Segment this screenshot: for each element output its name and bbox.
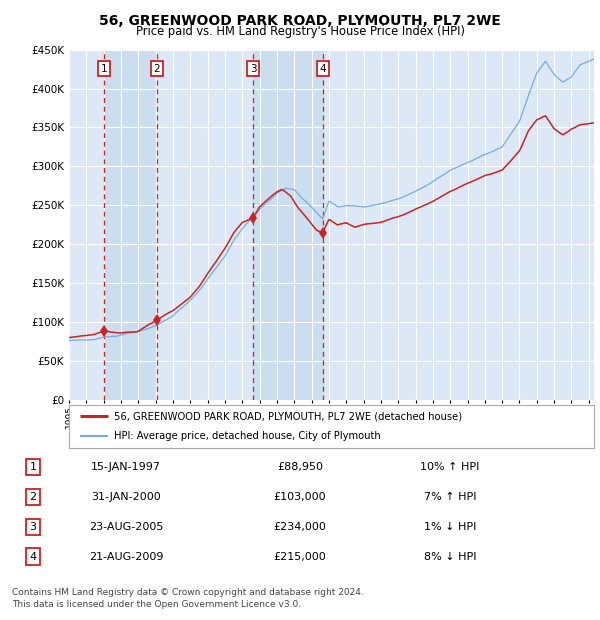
Text: 1: 1 (101, 64, 107, 74)
Text: £215,000: £215,000 (274, 552, 326, 562)
Text: HPI: Average price, detached house, City of Plymouth: HPI: Average price, detached house, City… (113, 432, 380, 441)
Text: £234,000: £234,000 (274, 522, 326, 532)
Text: 56, GREENWOOD PARK ROAD, PLYMOUTH, PL7 2WE: 56, GREENWOOD PARK ROAD, PLYMOUTH, PL7 2… (99, 14, 501, 28)
Text: £88,950: £88,950 (277, 463, 323, 472)
Text: 1: 1 (29, 463, 37, 472)
Text: 3: 3 (250, 64, 257, 74)
Text: 4: 4 (29, 552, 37, 562)
Text: 4: 4 (319, 64, 326, 74)
Text: 21-AUG-2009: 21-AUG-2009 (89, 552, 163, 562)
Text: 7% ↑ HPI: 7% ↑ HPI (424, 492, 476, 502)
Text: 2: 2 (29, 492, 37, 502)
Text: 3: 3 (29, 522, 37, 532)
Text: 8% ↓ HPI: 8% ↓ HPI (424, 552, 476, 562)
Text: Contains HM Land Registry data © Crown copyright and database right 2024.
This d: Contains HM Land Registry data © Crown c… (12, 588, 364, 609)
Text: 15-JAN-1997: 15-JAN-1997 (91, 463, 161, 472)
Text: 10% ↑ HPI: 10% ↑ HPI (421, 463, 479, 472)
Text: £103,000: £103,000 (274, 492, 326, 502)
Text: 1% ↓ HPI: 1% ↓ HPI (424, 522, 476, 532)
Bar (104, 50, 157, 400)
Bar (253, 50, 323, 400)
Text: 31-JAN-2000: 31-JAN-2000 (91, 492, 161, 502)
Text: 2: 2 (154, 64, 160, 74)
Text: 56, GREENWOOD PARK ROAD, PLYMOUTH, PL7 2WE (detached house): 56, GREENWOOD PARK ROAD, PLYMOUTH, PL7 2… (113, 411, 462, 421)
Text: 23-AUG-2005: 23-AUG-2005 (89, 522, 163, 532)
Text: Price paid vs. HM Land Registry's House Price Index (HPI): Price paid vs. HM Land Registry's House … (136, 25, 464, 38)
